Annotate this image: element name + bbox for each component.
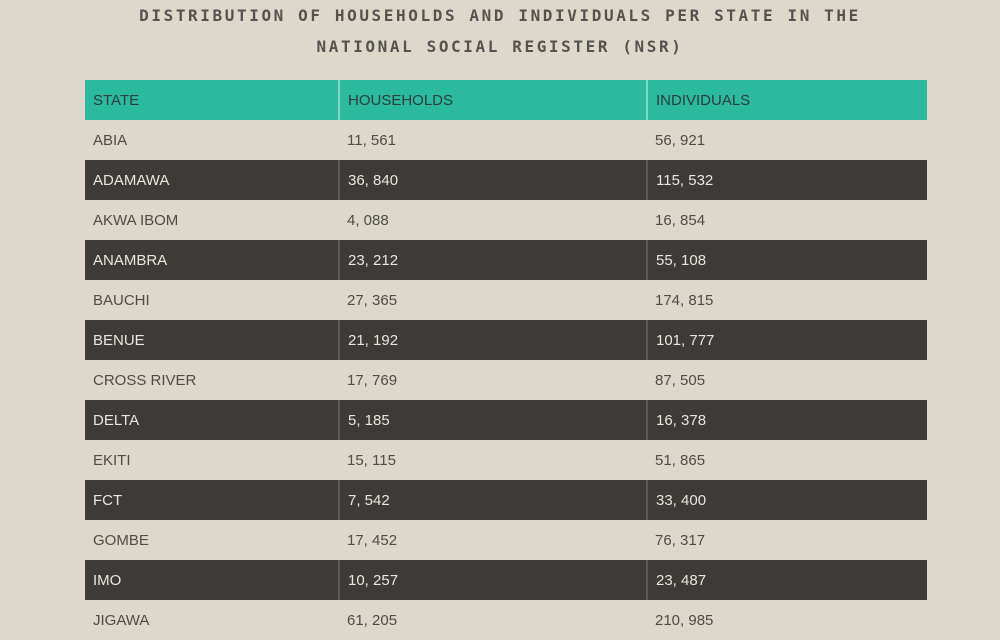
individuals-cell: 76, 317	[647, 520, 927, 560]
individuals-cell: 101, 777	[647, 320, 927, 360]
document-title-line-1: DISTRIBUTION OF HOUSEHOLDS AND INDIVIDUA…	[139, 6, 861, 25]
individuals-cell: 56, 921	[647, 120, 927, 160]
state-cell: IMO	[85, 560, 340, 600]
state-cell: EKITI	[85, 440, 339, 480]
table-header-row: STATE HOUSEHOLDS INDIVIDUALS	[85, 80, 927, 120]
table-row: AKWA IBOM 4, 088 16, 854	[85, 200, 927, 240]
individuals-cell: 16, 378	[647, 400, 927, 440]
table-row: DELTA 5, 185 16, 378	[85, 400, 927, 440]
households-cell: 27, 365	[339, 280, 647, 320]
state-cell: GOMBE	[85, 520, 339, 560]
state-cell: AKWA IBOM	[85, 200, 339, 240]
households-cell: 4, 088	[339, 200, 647, 240]
state-cell: ABIA	[85, 120, 339, 160]
table-row: ABIA 11, 561 56, 921	[85, 120, 927, 160]
individuals-cell: 51, 865	[647, 440, 927, 480]
table-row: FCT 7, 542 33, 400	[85, 480, 927, 520]
individuals-cell: 55, 108	[647, 240, 927, 280]
table-row: GOMBE 17, 452 76, 317	[85, 520, 927, 560]
state-cell: BAUCHI	[85, 280, 339, 320]
individuals-cell: 115, 532	[647, 160, 927, 200]
table-row: CROSS RIVER 17, 769 87, 505	[85, 360, 927, 400]
state-cell: ANAMBRA	[85, 240, 340, 280]
households-cell: 17, 769	[339, 360, 647, 400]
households-cell: 23, 212	[339, 240, 648, 280]
table-body: ABIA 11, 561 56, 921 ADAMAWA 36, 840 115…	[85, 120, 927, 640]
individuals-cell: 174, 815	[647, 280, 927, 320]
individuals-cell: 33, 400	[647, 480, 927, 520]
households-cell: 61, 205	[339, 600, 647, 640]
individuals-cell: 87, 505	[647, 360, 927, 400]
households-cell: 10, 257	[339, 560, 648, 600]
document-title-line-2: NATIONAL SOCIAL REGISTER (NSR)	[316, 37, 684, 56]
state-cell: JIGAWA	[85, 600, 339, 640]
table-row: JIGAWA 61, 205 210, 985	[85, 600, 927, 640]
households-cell: 7, 542	[339, 480, 648, 520]
households-cell: 21, 192	[339, 320, 648, 360]
individuals-cell: 16, 854	[647, 200, 927, 240]
households-cell: 36, 840	[339, 160, 648, 200]
table-header: STATE HOUSEHOLDS INDIVIDUALS	[85, 80, 927, 120]
households-cell: 5, 185	[339, 400, 648, 440]
households-cell: 11, 561	[339, 120, 647, 160]
table-row: BAUCHI 27, 365 174, 815	[85, 280, 927, 320]
column-header-individuals: INDIVIDUALS	[647, 80, 927, 120]
households-cell: 15, 115	[339, 440, 647, 480]
table-row: ADAMAWA 36, 840 115, 532	[85, 160, 927, 200]
table-row: ANAMBRA 23, 212 55, 108	[85, 240, 927, 280]
column-header-state: STATE	[85, 80, 340, 120]
table-row: IMO 10, 257 23, 487	[85, 560, 927, 600]
table-row: BENUE 21, 192 101, 777	[85, 320, 927, 360]
nsr-distribution-table: STATE HOUSEHOLDS INDIVIDUALS ABIA 11, 56…	[85, 80, 927, 640]
column-header-households: HOUSEHOLDS	[339, 80, 648, 120]
state-cell: FCT	[85, 480, 340, 520]
state-cell: BENUE	[85, 320, 340, 360]
households-cell: 17, 452	[339, 520, 647, 560]
state-cell: CROSS RIVER	[85, 360, 339, 400]
table-row: EKITI 15, 115 51, 865	[85, 440, 927, 480]
individuals-cell: 210, 985	[647, 600, 927, 640]
state-cell: ADAMAWA	[85, 160, 340, 200]
individuals-cell: 23, 487	[647, 560, 927, 600]
state-cell: DELTA	[85, 400, 340, 440]
